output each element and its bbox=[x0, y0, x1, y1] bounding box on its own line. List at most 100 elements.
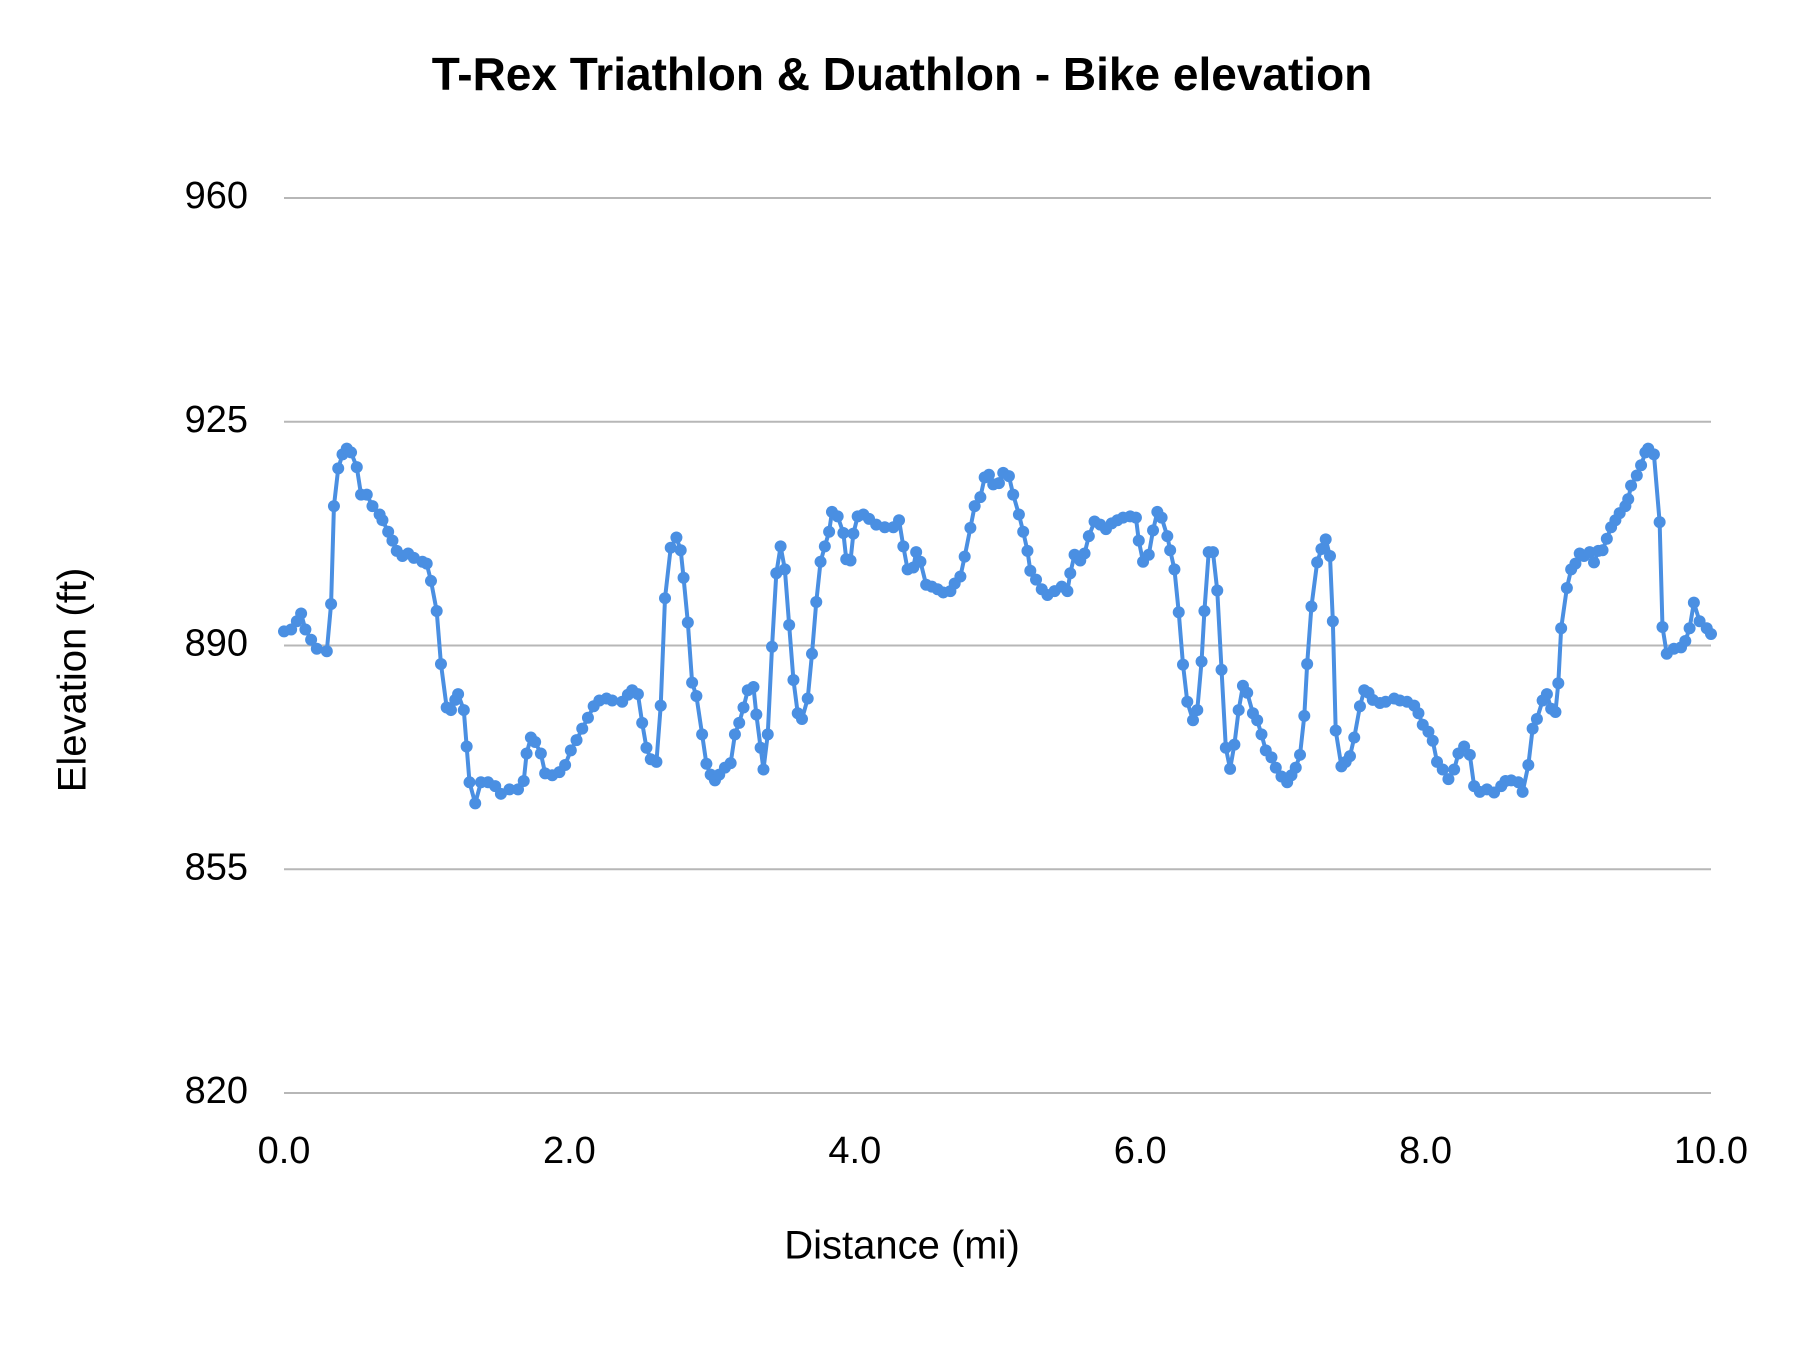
data-point bbox=[958, 550, 971, 563]
data-point bbox=[1653, 516, 1666, 529]
data-point bbox=[690, 690, 703, 703]
data-point bbox=[581, 711, 594, 724]
data-point bbox=[747, 681, 760, 694]
data-point bbox=[677, 571, 690, 584]
y-tick-label: 820 bbox=[185, 1070, 248, 1112]
data-point bbox=[1635, 459, 1648, 472]
data-point bbox=[640, 741, 653, 754]
data-point bbox=[783, 619, 796, 632]
data-point bbox=[420, 557, 433, 570]
data-point bbox=[1323, 550, 1336, 562]
data-point bbox=[1647, 448, 1660, 461]
data-point bbox=[570, 734, 583, 747]
data-point bbox=[1024, 564, 1037, 577]
data-point bbox=[968, 500, 981, 513]
data-point bbox=[534, 747, 547, 760]
data-point bbox=[295, 607, 308, 620]
data-point bbox=[320, 645, 333, 658]
data-point bbox=[1522, 759, 1535, 772]
data-point bbox=[1315, 542, 1328, 555]
data-point bbox=[1353, 700, 1366, 713]
data-point bbox=[1012, 508, 1025, 521]
data-point bbox=[1512, 776, 1525, 789]
data-point bbox=[1463, 748, 1476, 761]
data-point bbox=[332, 462, 345, 475]
data-point bbox=[787, 674, 800, 687]
data-point bbox=[430, 604, 443, 617]
x-tick-label: 0.0 bbox=[258, 1130, 311, 1172]
data-point bbox=[1064, 567, 1077, 580]
data-point bbox=[1412, 707, 1425, 720]
y-tick-label: 925 bbox=[185, 399, 248, 441]
data-point bbox=[299, 623, 312, 636]
chart-title: T-Rex Triathlon & Duathlon - Bike elevat… bbox=[432, 48, 1373, 100]
data-point bbox=[1168, 563, 1181, 576]
data-point bbox=[350, 461, 363, 474]
data-point bbox=[1215, 663, 1228, 676]
data-point bbox=[606, 694, 619, 707]
data-point bbox=[1030, 573, 1043, 586]
data-point bbox=[460, 740, 473, 753]
data-point bbox=[1436, 763, 1449, 776]
data-point bbox=[831, 510, 844, 523]
y-tick-label: 960 bbox=[185, 175, 248, 217]
data-point bbox=[382, 525, 395, 538]
data-point bbox=[1021, 544, 1034, 557]
data-point bbox=[1656, 620, 1669, 633]
data-point bbox=[636, 716, 649, 729]
data-point bbox=[631, 688, 644, 701]
data-point bbox=[1530, 713, 1543, 726]
data-point bbox=[1329, 724, 1342, 737]
data-point bbox=[750, 708, 763, 721]
data-point bbox=[664, 541, 677, 554]
data-point bbox=[914, 555, 927, 568]
data-point bbox=[1224, 762, 1237, 775]
data-point bbox=[1448, 763, 1461, 776]
data-point bbox=[700, 757, 713, 770]
data-point bbox=[654, 699, 667, 712]
data-point bbox=[814, 555, 827, 568]
data-point bbox=[1232, 704, 1245, 717]
data-point bbox=[757, 763, 770, 776]
data-point bbox=[1305, 600, 1318, 613]
data-point bbox=[1596, 544, 1609, 557]
data-point bbox=[897, 540, 910, 553]
data-point bbox=[1442, 773, 1455, 786]
y-tick-label: 855 bbox=[185, 846, 248, 888]
data-point bbox=[1181, 695, 1194, 708]
data-point bbox=[754, 741, 767, 754]
data-point bbox=[1155, 511, 1168, 524]
data-point bbox=[1078, 547, 1091, 560]
data-point bbox=[1569, 557, 1582, 570]
data-point bbox=[1298, 709, 1311, 722]
x-tick-label: 4.0 bbox=[828, 1130, 881, 1172]
data-point bbox=[310, 642, 323, 655]
data-point bbox=[650, 755, 663, 768]
y-axis-title: Elevation (ft) bbox=[51, 568, 95, 793]
data-point bbox=[1228, 738, 1241, 751]
data-point bbox=[910, 546, 923, 559]
data-point bbox=[878, 521, 891, 534]
data-point bbox=[520, 747, 533, 760]
data-point bbox=[1269, 761, 1282, 774]
data-point bbox=[360, 488, 373, 501]
y-tick-label: 890 bbox=[185, 623, 248, 665]
data-point bbox=[1526, 722, 1539, 735]
data-point bbox=[1147, 524, 1160, 537]
data-point bbox=[774, 540, 787, 553]
data-point bbox=[844, 554, 857, 567]
data-point bbox=[1195, 655, 1208, 668]
data-point bbox=[1191, 704, 1204, 717]
data-point bbox=[847, 527, 860, 540]
data-point bbox=[1129, 511, 1142, 524]
data-point bbox=[1555, 622, 1568, 635]
x-tick-label: 10.0 bbox=[1674, 1130, 1748, 1172]
data-point bbox=[386, 534, 399, 547]
data-point bbox=[823, 525, 836, 538]
data-point bbox=[463, 776, 476, 789]
data-point bbox=[737, 701, 750, 714]
data-point bbox=[1241, 686, 1254, 699]
data-point bbox=[674, 544, 687, 557]
data-point bbox=[796, 713, 809, 726]
